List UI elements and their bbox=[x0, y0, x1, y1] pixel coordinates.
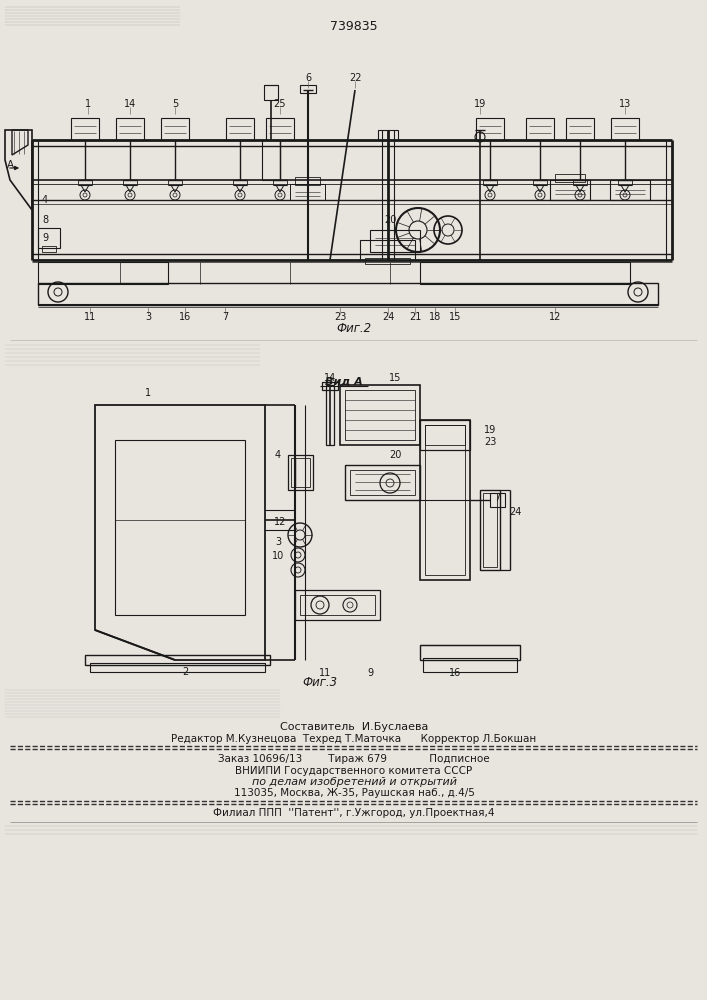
Bar bbox=[555, 174, 585, 182]
Bar bbox=[295, 590, 380, 620]
Bar bbox=[483, 493, 497, 567]
Text: Филиал ППП  ''Патент'', г.Ужгород, ул.Проектная,4: Филиал ППП ''Патент'', г.Ужгород, ул.Про… bbox=[214, 808, 495, 818]
Bar bbox=[322, 382, 338, 390]
Bar bbox=[420, 262, 630, 284]
Text: 6: 6 bbox=[305, 73, 311, 83]
Bar bbox=[300, 595, 375, 615]
Bar bbox=[42, 246, 56, 252]
Text: Фиг.2: Фиг.2 bbox=[337, 322, 372, 334]
Text: 12: 12 bbox=[274, 517, 286, 527]
Text: 113035, Москва, Ж-35, Раушская наб., д.4/5: 113035, Москва, Ж-35, Раушская наб., д.4… bbox=[233, 788, 474, 798]
Bar bbox=[425, 425, 465, 445]
Bar bbox=[420, 420, 470, 580]
Text: 16: 16 bbox=[449, 668, 461, 678]
Text: 5: 5 bbox=[172, 99, 178, 109]
Text: 15: 15 bbox=[389, 373, 401, 383]
Text: Редактор М.Кузнецова  Техред Т.Маточка      Корректор Л.Бокшан: Редактор М.Кузнецова Техред Т.Маточка Ко… bbox=[171, 734, 537, 744]
Text: 4: 4 bbox=[275, 450, 281, 460]
Text: 2: 2 bbox=[182, 667, 188, 677]
Text: 1: 1 bbox=[145, 388, 151, 398]
Bar bbox=[38, 283, 658, 305]
Text: 20: 20 bbox=[389, 450, 401, 460]
Bar bbox=[420, 645, 520, 660]
Bar bbox=[610, 180, 650, 200]
Bar bbox=[226, 118, 254, 140]
Bar bbox=[85, 655, 270, 665]
Bar bbox=[490, 493, 505, 507]
Bar bbox=[345, 390, 415, 440]
Text: 21: 21 bbox=[409, 312, 421, 322]
Text: 9: 9 bbox=[42, 233, 48, 243]
Bar bbox=[566, 118, 594, 140]
Text: 14: 14 bbox=[324, 373, 336, 383]
Bar bbox=[550, 180, 590, 200]
Text: 24: 24 bbox=[509, 507, 521, 517]
Text: 19: 19 bbox=[484, 425, 496, 435]
Bar bbox=[115, 440, 245, 615]
Text: 18: 18 bbox=[429, 312, 441, 322]
Text: 8: 8 bbox=[42, 215, 48, 225]
Text: 16: 16 bbox=[179, 312, 191, 322]
Bar bbox=[290, 184, 325, 200]
Text: 13: 13 bbox=[619, 99, 631, 109]
Text: 3: 3 bbox=[275, 537, 281, 547]
Text: 23: 23 bbox=[334, 312, 346, 322]
Bar bbox=[476, 118, 504, 140]
Text: 7: 7 bbox=[222, 312, 228, 322]
Text: 19: 19 bbox=[474, 99, 486, 109]
Bar bbox=[38, 262, 168, 284]
Text: 11: 11 bbox=[319, 668, 331, 678]
Bar bbox=[425, 425, 465, 575]
Bar bbox=[38, 228, 60, 248]
Text: А: А bbox=[7, 160, 14, 170]
Bar bbox=[326, 385, 334, 445]
Bar bbox=[611, 118, 639, 140]
Text: 20: 20 bbox=[384, 215, 396, 225]
Text: 9: 9 bbox=[367, 668, 373, 678]
Text: по делам изобретений и открытий: по делам изобретений и открытий bbox=[252, 777, 457, 787]
Text: Вид А: Вид А bbox=[325, 377, 363, 387]
Bar bbox=[378, 130, 398, 140]
Bar bbox=[480, 490, 500, 570]
Bar bbox=[365, 258, 410, 264]
Text: 23: 23 bbox=[484, 437, 496, 447]
Bar bbox=[340, 385, 420, 445]
Text: Заказ 10696/13        Тираж 679             Подписное: Заказ 10696/13 Тираж 679 Подписное bbox=[218, 754, 490, 764]
Text: 10: 10 bbox=[272, 551, 284, 561]
Bar bbox=[90, 663, 265, 672]
Bar bbox=[161, 118, 189, 140]
Text: Составитель  И.Буслаева: Составитель И.Буслаева bbox=[280, 722, 428, 732]
Bar bbox=[360, 240, 415, 260]
Bar bbox=[71, 118, 99, 140]
Bar bbox=[266, 118, 294, 140]
Text: 15: 15 bbox=[449, 312, 461, 322]
Text: 11: 11 bbox=[84, 312, 96, 322]
Text: Фиг.3: Фиг.3 bbox=[303, 676, 337, 688]
Text: 25: 25 bbox=[274, 99, 286, 109]
Bar bbox=[262, 140, 280, 180]
Bar bbox=[370, 230, 420, 252]
Bar bbox=[350, 470, 415, 495]
Text: 22: 22 bbox=[349, 73, 361, 83]
Bar bbox=[420, 420, 470, 450]
Text: 739835: 739835 bbox=[330, 19, 378, 32]
Text: 24: 24 bbox=[382, 312, 395, 322]
Bar bbox=[295, 177, 320, 185]
Text: 3: 3 bbox=[145, 312, 151, 322]
Bar bbox=[264, 85, 278, 100]
Bar bbox=[300, 85, 316, 93]
Text: 14: 14 bbox=[124, 99, 136, 109]
Bar bbox=[288, 455, 313, 490]
Text: ВНИИПИ Государственного комитета СССР: ВНИИПИ Государственного комитета СССР bbox=[235, 766, 472, 776]
Bar bbox=[345, 465, 420, 500]
Text: 12: 12 bbox=[549, 312, 561, 322]
Text: 1: 1 bbox=[85, 99, 91, 109]
Bar bbox=[526, 118, 554, 140]
Bar bbox=[291, 458, 310, 487]
Bar bbox=[423, 658, 517, 672]
Bar bbox=[116, 118, 144, 140]
Text: 4: 4 bbox=[42, 195, 48, 205]
Text: 7: 7 bbox=[494, 493, 500, 503]
